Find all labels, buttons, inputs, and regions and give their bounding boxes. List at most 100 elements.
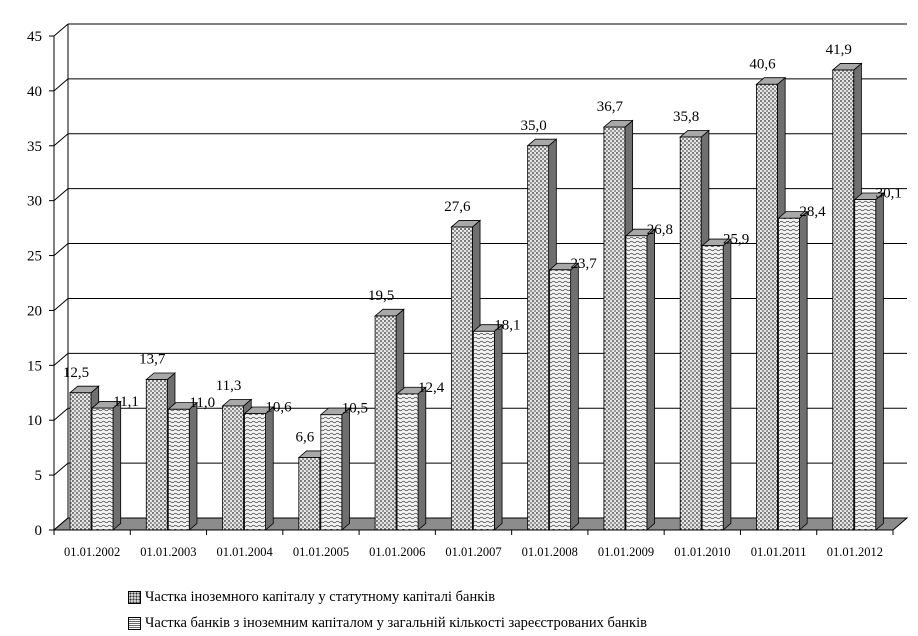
bar-side [265,406,274,531]
bar-2 [701,238,732,531]
bar-front [145,379,168,531]
legend-item-series-2: Частка банків з іноземним капіталом у за… [128,610,647,636]
bar-front [603,126,626,531]
bar-front [756,83,778,531]
bar-2 [243,406,275,531]
bar-2 [319,407,351,531]
bar-side [341,407,350,531]
bar-front [832,69,855,531]
data-label: 26,8 [647,222,673,238]
x-tick-label: 01.01.2008 [522,545,578,559]
data-label: 19,5 [368,288,394,304]
x-tick-label: 01.01.2010 [674,545,730,559]
bar-side [493,323,503,531]
bar-side [799,210,808,531]
bar-2 [777,210,809,531]
bar-2 [472,323,504,531]
bar-front [69,392,92,531]
y-tick-label: 25 [27,249,42,265]
bar-front [549,269,572,531]
y-tick-label: 10 [27,413,42,429]
bar-front [701,245,724,531]
y-tick-label: 45 [27,29,42,45]
gridline-side [53,188,69,202]
data-label: 13,7 [139,352,166,368]
data-label: 11,3 [216,378,242,394]
x-tick-label: 01.01.2007 [445,545,501,559]
gridline-side [53,23,69,37]
chart-plot: 01.01.2002 01.01.2003 01.01.2004 01.01.2005… [27,23,909,559]
bar-2 [90,400,122,531]
data-label: 41,9 [826,42,852,58]
legend-swatch-waves [128,616,141,630]
bar-side [417,386,427,531]
bar-front [374,315,397,531]
bar-2 [853,192,885,531]
bar-front [450,226,473,531]
data-label: 27,6 [444,199,471,215]
bar-front [854,199,877,531]
gridline-side [53,243,69,256]
legend: Частка іноземного капіталу у статутному … [128,584,647,636]
x-tick-label: 01.01.2002 [64,545,120,559]
data-label: 30,1 [876,186,902,202]
gridline-side [53,407,69,421]
bar-2 [167,401,199,531]
y-tick-label: 20 [27,303,42,319]
bar-front [625,235,648,531]
x-tick-label: 01.01.2009 [598,545,654,559]
y-tick-label: 30 [27,194,42,210]
y-tick-label: 40 [27,84,42,100]
data-label: 36,7 [597,99,624,115]
bar-front [778,217,800,531]
data-label: 40,6 [749,56,776,72]
data-label: 11,0 [189,395,215,411]
legend-label-series-2: Частка банків з іноземним капіталом у за… [145,614,647,631]
bar-front [244,413,266,531]
y-tick-label: 5 [35,468,43,484]
data-label: 25,9 [723,232,749,248]
bar-2 [624,228,656,531]
x-tick-label: 01.01.2003 [140,545,196,559]
gridline-side [53,78,69,92]
data-label: 23,7 [571,256,598,272]
bar-side [875,192,884,531]
x-tick-label: 01.01.2005 [293,545,349,559]
gridline-side [53,133,69,147]
data-label: 35,0 [521,118,547,134]
gridline-side [53,298,69,311]
bar-side [646,228,656,531]
y-tick-label: 15 [27,358,42,374]
bar-2 [396,386,427,531]
y-tick-label: 35 [27,139,42,155]
bar-side [112,400,122,531]
bar-front [320,414,343,531]
bar-front [472,330,495,531]
gridline-side [53,462,69,476]
bar-front [222,405,244,531]
gridline-side [53,352,69,366]
bar-front [167,408,190,531]
data-label: 10,5 [342,401,368,417]
bar-side [188,401,198,531]
bar-side [722,238,732,531]
x-tick-label: 01.01.2004 [217,545,274,559]
y-tick-label: 0 [35,523,43,539]
x-tick-label: 01.01.2012 [827,545,883,559]
data-label: 12,4 [418,380,445,396]
data-label: 10,6 [265,400,292,416]
bar-front [527,145,550,531]
legend-item-series-1: Частка іноземного капіталу у статутному … [128,584,647,610]
legend-label-series-1: Частка іноземного капіталу у статутному … [145,588,496,605]
legend-swatch-dots [128,590,141,604]
bar-front [298,457,321,531]
data-label: 11,1 [113,394,139,410]
bar-side [570,262,579,531]
data-label: 35,8 [673,109,699,125]
data-label: 12,5 [63,365,89,381]
bar-2 [548,262,580,531]
data-label: 28,4 [799,204,826,220]
x-tick-label: 01.01.2011 [751,545,807,559]
bar-front [396,393,419,531]
